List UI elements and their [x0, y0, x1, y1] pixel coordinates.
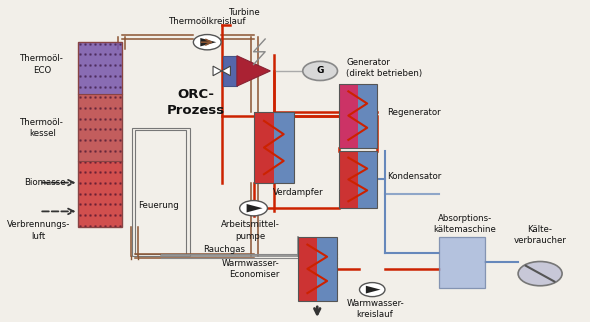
Bar [78, 161, 122, 227]
Text: Generator
(direkt betrieben): Generator (direkt betrieben) [346, 58, 422, 78]
Bar [223, 56, 237, 86]
Text: Turbine: Turbine [229, 8, 261, 17]
Text: Kälte-
verbraucher: Kälte- verbraucher [514, 225, 566, 245]
Bar [439, 237, 485, 288]
Bar [254, 112, 274, 183]
Text: Arbeitsmittel-
pumpe: Arbeitsmittel- pumpe [221, 221, 280, 241]
Text: Absorptions-
kältemaschine: Absorptions- kältemaschine [434, 214, 496, 234]
Bar [78, 42, 122, 94]
Bar [297, 237, 317, 301]
Text: Verbrennungs-
luft: Verbrennungs- luft [6, 221, 70, 241]
Text: Thermoöl-
ECO: Thermoöl- ECO [20, 54, 64, 75]
Polygon shape [200, 38, 217, 46]
Bar [339, 84, 376, 147]
Bar [339, 151, 358, 208]
Polygon shape [222, 66, 231, 76]
Bar [78, 94, 122, 161]
Text: Biomasse: Biomasse [24, 178, 66, 187]
Bar [358, 151, 376, 208]
Text: Rauchgas: Rauchgas [204, 245, 245, 254]
Circle shape [240, 201, 267, 216]
Polygon shape [247, 204, 263, 213]
Text: Warmwasser-
kreislauf: Warmwasser- kreislauf [346, 299, 404, 319]
Bar [339, 84, 358, 147]
Polygon shape [213, 66, 222, 76]
Text: Kondensator: Kondensator [386, 172, 441, 181]
Polygon shape [366, 286, 381, 293]
Polygon shape [237, 56, 270, 86]
Bar [132, 128, 190, 256]
Bar [78, 42, 122, 227]
Bar [274, 112, 293, 183]
Bar [297, 237, 337, 301]
Text: ORC-
Prozess: ORC- Prozess [166, 88, 225, 117]
Text: Regenerator: Regenerator [386, 108, 440, 117]
Circle shape [359, 283, 385, 297]
Bar [317, 237, 337, 301]
Circle shape [518, 261, 562, 286]
Text: Warmwasser-
Economiser: Warmwasser- Economiser [222, 259, 280, 279]
Text: Feuerung: Feuerung [137, 201, 178, 210]
Circle shape [194, 34, 221, 50]
Circle shape [303, 62, 337, 80]
Text: G: G [316, 66, 324, 75]
Text: Thermoölkreislauf: Thermoölkreislauf [169, 17, 246, 26]
Bar [136, 130, 186, 254]
Bar [339, 151, 376, 208]
Bar [254, 112, 293, 183]
Text: Thermoöl-
kessel: Thermoöl- kessel [20, 118, 64, 138]
Bar [358, 84, 376, 147]
Text: Verdampfer: Verdampfer [273, 188, 323, 197]
